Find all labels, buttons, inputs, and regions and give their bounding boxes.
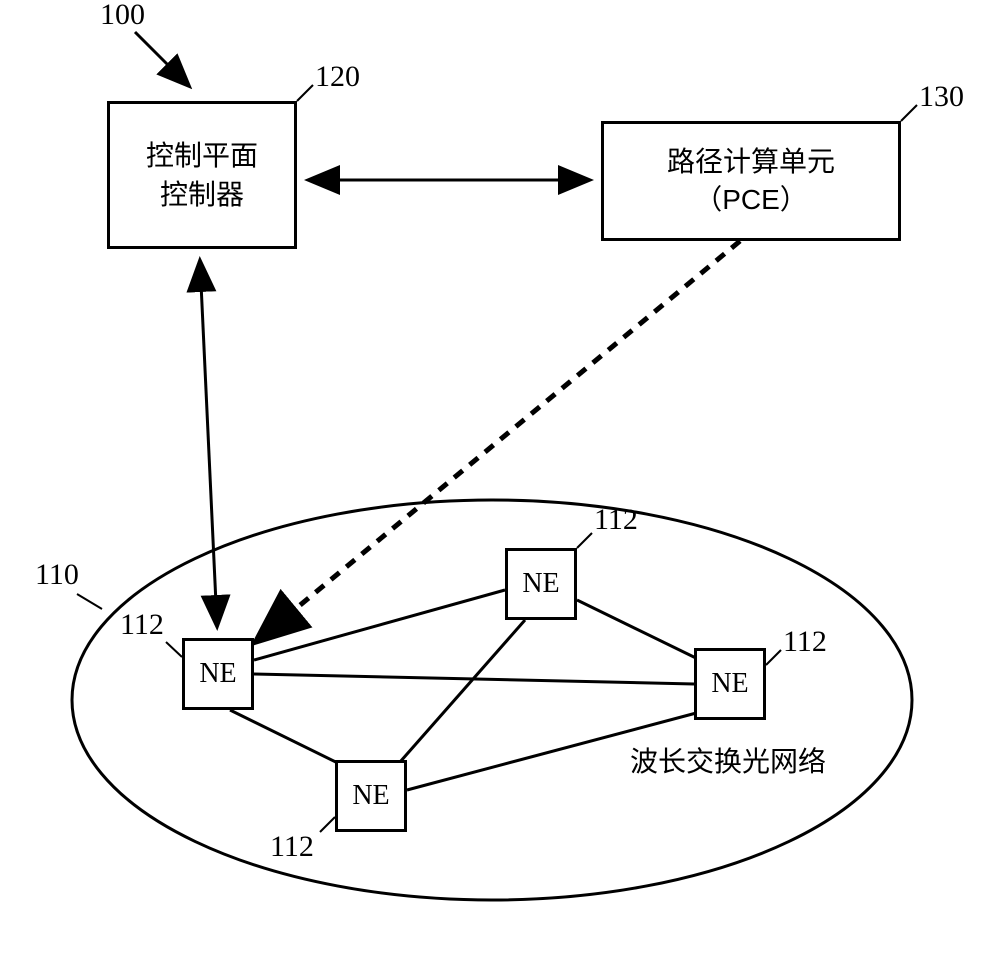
controller-ref-label: 120 [315, 60, 360, 94]
system-ref-label: 100 [100, 0, 145, 32]
system-pointer-arrow [135, 32, 188, 85]
ne-bottom-ref-bracket [320, 817, 335, 832]
controller-line2: 控制器 [146, 175, 258, 214]
controller-line1: 控制平面 [146, 136, 258, 175]
ne-label: NE [199, 658, 236, 690]
pce-box: 路径计算单元 （PCE） [601, 121, 901, 241]
pce-ne-dashed-arrow [258, 241, 740, 640]
controller-box: 控制平面 控制器 [107, 101, 297, 249]
pce-line2: （PCE） [667, 181, 835, 219]
ne-node-top: NE [505, 548, 577, 620]
diagram-canvas: 100 控制平面 控制器 120 路径计算单元 （PCE） 130 110 波长… [0, 0, 1000, 957]
ne-right-ref-label: 112 [783, 625, 827, 659]
pce-ref-label: 130 [919, 80, 964, 114]
ne-left-ref-bracket [166, 642, 182, 657]
network-name-label: 波长交换光网络 [630, 740, 826, 780]
ne-node-left: NE [182, 638, 254, 710]
ne-top-ref-label: 112 [594, 503, 638, 537]
network-ref-label: 110 [35, 558, 79, 592]
ne-left-ref-label: 112 [120, 608, 164, 642]
controller-ne-arrow [200, 262, 217, 625]
ne-label: NE [711, 668, 748, 700]
ne-right-ref-bracket [766, 650, 781, 665]
ne-node-right: NE [694, 648, 766, 720]
controller-ref-bracket [297, 85, 313, 101]
pce-text: 路径计算单元 （PCE） [667, 143, 835, 219]
ne-node-bottom: NE [335, 760, 407, 832]
ne-bottom-ref-label: 112 [270, 830, 314, 864]
controller-text: 控制平面 控制器 [146, 136, 258, 214]
ne-top-ref-bracket [577, 533, 592, 548]
ne-label: NE [522, 568, 559, 600]
pce-line1: 路径计算单元 [667, 143, 835, 181]
ne-label: NE [352, 780, 389, 812]
network-ref-bracket [77, 594, 102, 609]
pce-ref-bracket [901, 105, 917, 121]
